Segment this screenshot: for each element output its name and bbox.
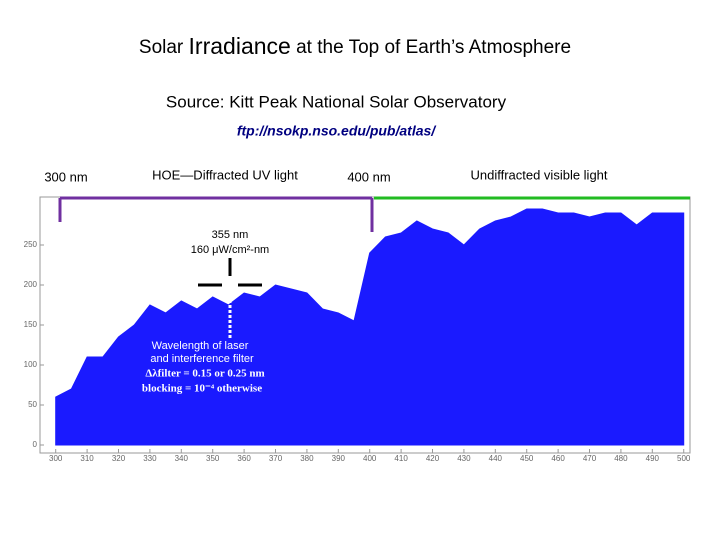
title-part: at the Top of Earth’s Atmosphere bbox=[291, 37, 571, 58]
x-tick-label: 340 bbox=[175, 454, 189, 463]
title-part: Solar bbox=[139, 37, 189, 58]
filter-label: and interference filter bbox=[150, 353, 254, 365]
laser-label: 160 μW/cm²-nm bbox=[191, 244, 269, 256]
filter-label: Wavelength of laser bbox=[152, 340, 249, 352]
y-tick-label: 250 bbox=[24, 240, 38, 249]
x-tick-label: 390 bbox=[332, 454, 346, 463]
x-tick-label: 440 bbox=[489, 454, 503, 463]
spectrum-area bbox=[55, 208, 685, 446]
chart-title: Solar Irradiance at the Top of Earth’s A… bbox=[139, 33, 571, 59]
y-tick-label: 200 bbox=[24, 280, 38, 289]
plot: 0 50 100 150 200 250 300 310 320 330 340 350 360 370 3… bbox=[24, 196, 691, 463]
x-tick-label: 480 bbox=[614, 454, 628, 463]
x-tick-label: 330 bbox=[143, 454, 157, 463]
filter-label: Δλfilter = 0.15 or 0.25 nm bbox=[145, 368, 264, 380]
x-tick-label: 360 bbox=[237, 454, 251, 463]
link: ftp://nsokp.nso.edu/pub/atlas/ bbox=[237, 123, 437, 139]
filter-label: blocking = 10⁻⁴ otherwise bbox=[142, 383, 262, 395]
subtitle: Source: Kitt Peak National Solar Observa… bbox=[166, 92, 507, 111]
y-tick-label: 0 bbox=[33, 440, 38, 449]
x-tick-label: 310 bbox=[80, 454, 94, 463]
x-tick-label: 370 bbox=[269, 454, 283, 463]
y-tick-label: 50 bbox=[28, 400, 37, 409]
x-tick-label: 380 bbox=[300, 454, 314, 463]
region-label: 400 nm bbox=[347, 169, 390, 184]
x-tick-label: 350 bbox=[206, 454, 220, 463]
y-tick-label: 150 bbox=[24, 320, 38, 329]
x-tick-label: 460 bbox=[551, 454, 565, 463]
title-part: Irradiance bbox=[189, 33, 291, 59]
x-tick-label: 430 bbox=[457, 454, 471, 463]
x-tick-label: 320 bbox=[112, 454, 126, 463]
x-tick-label: 470 bbox=[583, 454, 597, 463]
x-tick-label: 300 bbox=[49, 454, 63, 463]
x-tick-label: 410 bbox=[394, 454, 408, 463]
brackets bbox=[58, 196, 690, 340]
y-tick-label: 100 bbox=[24, 360, 38, 369]
x-tick-label: 450 bbox=[520, 454, 534, 463]
laser-label: 355 nm bbox=[212, 229, 249, 241]
region-label: 300 nm bbox=[44, 169, 87, 184]
x-tick-label: 490 bbox=[646, 454, 660, 463]
region-label: HOE—Diffracted UV light bbox=[152, 167, 298, 182]
x-tick-label: 400 bbox=[363, 454, 377, 463]
x-tick-label: 420 bbox=[426, 454, 440, 463]
x-tick-label: 500 bbox=[677, 454, 691, 463]
region-label: Undiffracted visible light bbox=[470, 167, 607, 182]
